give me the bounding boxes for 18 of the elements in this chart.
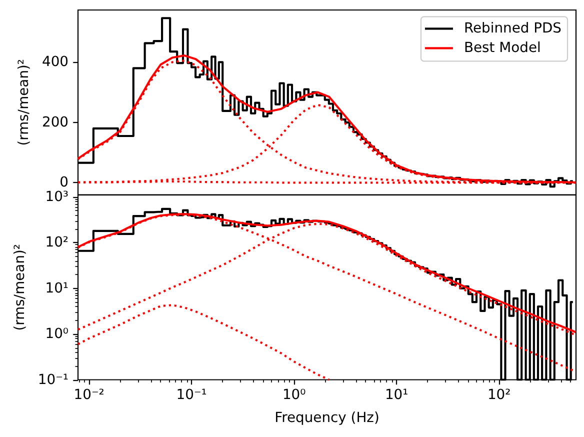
y-tick-label: 10³ — [45, 188, 68, 205]
y-tick-label: 0 — [60, 174, 68, 191]
y-tick-label: 10² — [45, 234, 68, 250]
x-tick-label: 10⁰ — [282, 386, 306, 402]
y-axis-title: (rms/mean)² — [12, 244, 28, 330]
x-axis-title: Frequency (Hz) — [274, 410, 380, 426]
legend-label: Rebinned PDS — [464, 20, 562, 37]
x-tick-label: 10⁻¹ — [176, 386, 207, 402]
y-tick-label: 200 — [42, 114, 68, 130]
y-tick-label: 400 — [42, 54, 68, 70]
x-tick-label: 10¹ — [384, 386, 408, 402]
x-tick-label: 10⁻² — [74, 386, 104, 402]
y-tick-label: 10⁰ — [45, 326, 69, 342]
y-tick-label: 10⁻¹ — [38, 372, 68, 388]
x-tick-label: 10² — [487, 386, 511, 402]
legend-label: Best Model — [464, 40, 541, 56]
y-tick-label: 10¹ — [45, 280, 68, 296]
y-axis-title: (rms/mean)² — [16, 59, 32, 146]
